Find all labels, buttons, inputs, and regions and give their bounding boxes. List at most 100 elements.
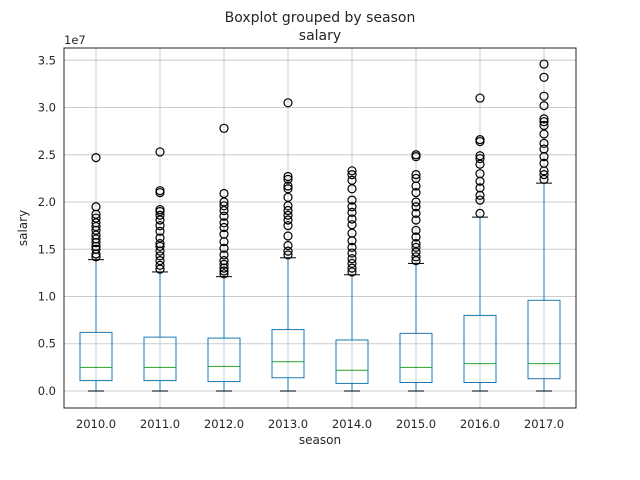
flier-point-10 [91, 213, 101, 223]
flier-point-9 [155, 221, 165, 231]
x-tick-label-4: 2014.0 [332, 417, 372, 431]
x-tick-label-5: 2015.0 [396, 417, 436, 431]
y-axis-label: salary [16, 210, 30, 246]
flier-point-5 [219, 250, 229, 260]
box-iqr [463, 314, 497, 383]
flier-point-11 [475, 93, 485, 103]
flier-point-12 [283, 174, 293, 184]
flier-point-14 [347, 175, 357, 185]
plot-frame [63, 47, 577, 409]
box-group-2011.0 [143, 147, 177, 392]
box-iqr [399, 332, 433, 383]
x-axis-label: season [299, 433, 341, 447]
box-group-2013.0 [271, 98, 305, 392]
flier-point-13 [411, 173, 421, 183]
flier-point-5 [475, 169, 485, 179]
chart-subtitle: salary [299, 28, 341, 44]
flier-point-13 [219, 201, 229, 211]
y-tick-label-5: 2.5 [38, 148, 56, 162]
chart-title: Boxplot grouped by season [225, 10, 416, 26]
flier-point-8 [347, 220, 357, 230]
flier-point-5 [347, 242, 357, 252]
flier-point-2 [283, 240, 293, 251]
flier-point-14 [283, 98, 293, 108]
flier-point-6 [219, 243, 229, 253]
flier-point-4 [411, 238, 421, 249]
y-tick-label-2: 1.0 [38, 290, 56, 304]
flier-point-4 [219, 255, 229, 266]
grid-lines [64, 48, 576, 408]
flier-point-9 [347, 214, 357, 224]
flier-point-3 [539, 158, 549, 168]
flier-point-10 [219, 218, 229, 228]
box-group-2015.0 [399, 150, 433, 392]
flier-point-7 [475, 153, 485, 164]
y-tick-label-3: 1.5 [38, 242, 56, 256]
flier-point-3 [347, 254, 357, 264]
flier-point-8 [475, 151, 485, 161]
box-iqr [271, 329, 305, 379]
box-group-2017.0 [527, 59, 561, 392]
flier-point-5 [411, 232, 421, 242]
flier-point-2 [155, 255, 165, 266]
box-group-2012.0 [207, 123, 241, 392]
flier-point-10 [539, 114, 549, 124]
flier-point-4 [283, 221, 293, 231]
flier-point-10 [283, 184, 293, 194]
box-iqr [143, 336, 177, 382]
y-tick-label-0: 0.0 [38, 384, 56, 398]
flier-point-1 [539, 170, 549, 180]
flier-point-6 [155, 238, 165, 249]
flier-point-11 [539, 101, 549, 111]
flier-point-11 [155, 210, 165, 220]
flier-point-10 [411, 197, 421, 207]
flier-point-7 [155, 233, 165, 243]
box-iqr [527, 299, 561, 380]
flier-point-14 [539, 59, 549, 69]
box-group-2014.0 [335, 166, 369, 392]
flier-point-0 [219, 269, 229, 279]
x-tick-label-2: 2012.0 [204, 417, 244, 431]
flier-point-11 [283, 181, 293, 191]
flier-point-0 [283, 250, 293, 260]
flier-point-9 [219, 222, 229, 233]
flier-point-8 [155, 226, 165, 236]
flier-point-15 [155, 186, 165, 196]
flier-point-1 [475, 195, 485, 205]
x-tick-label-6: 2016.0 [460, 417, 500, 431]
x-tick-label-1: 2011.0 [140, 417, 180, 431]
flier-point-4 [347, 248, 357, 258]
y-tick-label-4: 2.0 [38, 195, 56, 209]
flier-point-9 [539, 117, 549, 127]
flier-point-6 [539, 138, 549, 149]
y-tick-label-6: 3.0 [38, 101, 56, 115]
flier-point-16 [155, 147, 165, 157]
flier-point-6 [283, 210, 293, 220]
x-tick-label-3: 2013.0 [268, 417, 308, 431]
flier-point-13 [283, 171, 293, 182]
flier-point-13 [91, 153, 101, 163]
flier-point-12 [91, 202, 101, 212]
box-group-2016.0 [463, 93, 497, 392]
y-offset-label: 1e7 [64, 33, 86, 47]
y-tick-label-7: 3.5 [38, 53, 56, 67]
x-tick-label-0: 2010.0 [76, 417, 116, 431]
flier-point-3 [155, 251, 165, 261]
flier-point-13 [155, 204, 165, 215]
flier-point-3 [219, 259, 229, 269]
flier-point-0 [475, 208, 485, 218]
box-layer [79, 59, 561, 392]
flier-point-15 [219, 188, 229, 199]
flier-point-7 [283, 205, 293, 216]
flier-point-10 [347, 207, 357, 218]
flier-point-12 [347, 195, 357, 205]
flier-point-16 [219, 123, 229, 133]
flier-point-1 [283, 246, 293, 256]
tick-labels: 0.0 0.5 1.0 1.5 2.0 2.5 3.0 3.5 2010.0 2011.0 2012… [38, 53, 564, 431]
flier-point-16 [347, 166, 357, 176]
flier-point-14 [411, 170, 421, 180]
flier-point-5 [539, 144, 549, 154]
flier-point-9 [411, 202, 421, 212]
flier-point-2 [347, 258, 357, 269]
flier-point-1 [347, 263, 357, 273]
